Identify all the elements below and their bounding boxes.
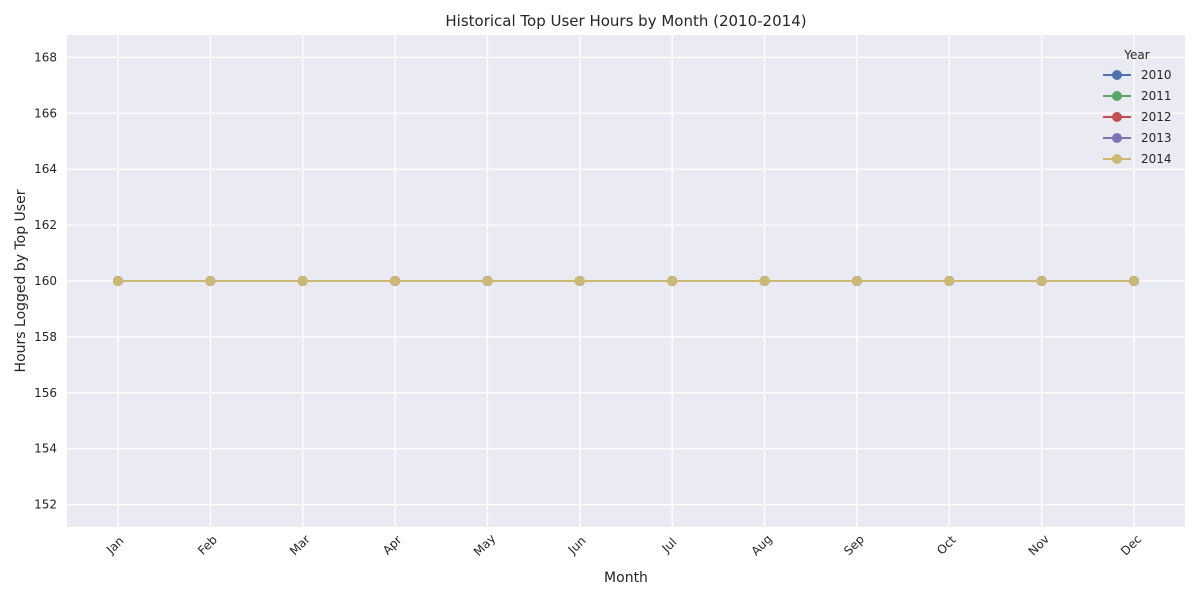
x-tick-label: Jul: [659, 535, 680, 556]
legend-label: 2010: [1141, 68, 1172, 82]
legend-label: 2013: [1141, 131, 1172, 145]
data-point: [1129, 276, 1139, 286]
x-tick-label: Oct: [934, 533, 959, 558]
legend-marker-icon: [1112, 91, 1122, 101]
legend: Year 2010 2011 2012 2013 2014: [1103, 48, 1172, 166]
legend-label: 2012: [1141, 110, 1172, 124]
data-point: [574, 276, 585, 286]
legend-marker-icon: [1112, 133, 1122, 143]
legend-label: 2014: [1141, 152, 1172, 166]
data-point: [113, 276, 123, 286]
y-tick-label: 160: [34, 274, 57, 288]
x-tick-label: Nov: [1026, 532, 1052, 558]
y-tick-label: 152: [34, 498, 57, 512]
data-point: [390, 276, 401, 286]
data-point: [759, 276, 770, 286]
x-tick-label: Feb: [195, 533, 220, 558]
x-axis-label: Month: [604, 570, 648, 586]
x-tick-label: Mar: [287, 532, 313, 558]
x-tick-label: May: [471, 531, 498, 558]
data-point: [205, 276, 216, 286]
legend-label: 2011: [1141, 89, 1172, 103]
y-tick-label: 162: [34, 218, 57, 232]
data-point: [482, 276, 493, 286]
series-2014: [113, 276, 1139, 286]
x-tick-label: Jun: [565, 534, 589, 558]
legend-marker-icon: [1112, 70, 1122, 80]
y-tick-label: 164: [34, 162, 57, 176]
legend-title: Year: [1123, 48, 1149, 62]
x-tick-label: Apr: [380, 533, 405, 558]
legend-marker-icon: [1112, 112, 1122, 122]
chart-title: Historical Top User Hours by Month (2010…: [445, 12, 806, 30]
x-tick-label: Sep: [841, 532, 867, 558]
y-tick-label: 168: [34, 50, 57, 64]
y-tick-label: 166: [34, 106, 57, 120]
x-tick-label: Jan: [103, 534, 127, 558]
x-tick-label: Aug: [748, 532, 774, 558]
y-axis-label: Hours Logged by Top User: [13, 189, 29, 372]
y-tick-label: 154: [34, 442, 57, 456]
series-layer: [113, 276, 1139, 286]
y-tick-label: 156: [34, 386, 57, 400]
legend-item: 2011: [1103, 89, 1172, 103]
data-point: [944, 276, 955, 286]
data-point: [1036, 276, 1047, 286]
x-tick-label: Dec: [1118, 532, 1144, 558]
legend-item: 2013: [1103, 131, 1172, 145]
data-point: [667, 276, 678, 286]
y-tick-label: 158: [34, 330, 57, 344]
legend-item: 2014: [1103, 152, 1172, 166]
legend-item: 2012: [1103, 110, 1172, 124]
legend-item: 2010: [1103, 68, 1172, 82]
data-point: [851, 276, 862, 286]
data-point: [297, 276, 308, 286]
legend-marker-icon: [1112, 154, 1122, 164]
